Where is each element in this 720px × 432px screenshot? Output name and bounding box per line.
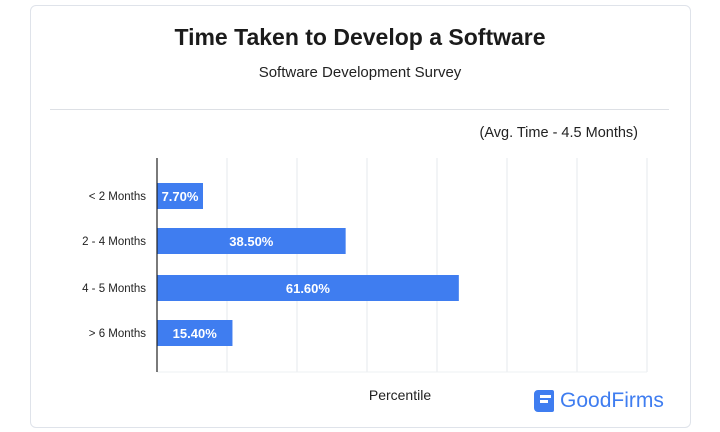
bar-value-label: 7.70% — [162, 189, 199, 204]
category-label: 4 - 5 Months — [82, 283, 146, 295]
category-label: < 2 Months — [89, 191, 146, 203]
goodfirms-logo-icon — [534, 390, 554, 412]
category-label: > 6 Months — [89, 328, 146, 340]
bar — [157, 320, 233, 346]
bar-value-label: 15.40% — [173, 326, 218, 341]
average-note: (Avg. Time - 4.5 Months) — [479, 125, 638, 141]
chart-subtitle: Software Development Survey — [258, 64, 462, 81]
bar — [157, 228, 346, 254]
bar-value-label: 61.60% — [286, 281, 331, 296]
bar — [157, 183, 203, 209]
bar — [157, 275, 459, 301]
bar-value-label: 38.50% — [229, 234, 274, 249]
category-label: 2 - 4 Months — [82, 236, 146, 248]
divider — [50, 109, 669, 110]
chart-card — [30, 5, 691, 428]
goodfirms-logo: GoodFirms — [534, 389, 664, 413]
chart-title: Time Taken to Develop a Software — [174, 24, 546, 50]
goodfirms-logo-text: GoodFirms — [560, 389, 664, 412]
x-axis-label: Percentile — [368, 387, 432, 403]
